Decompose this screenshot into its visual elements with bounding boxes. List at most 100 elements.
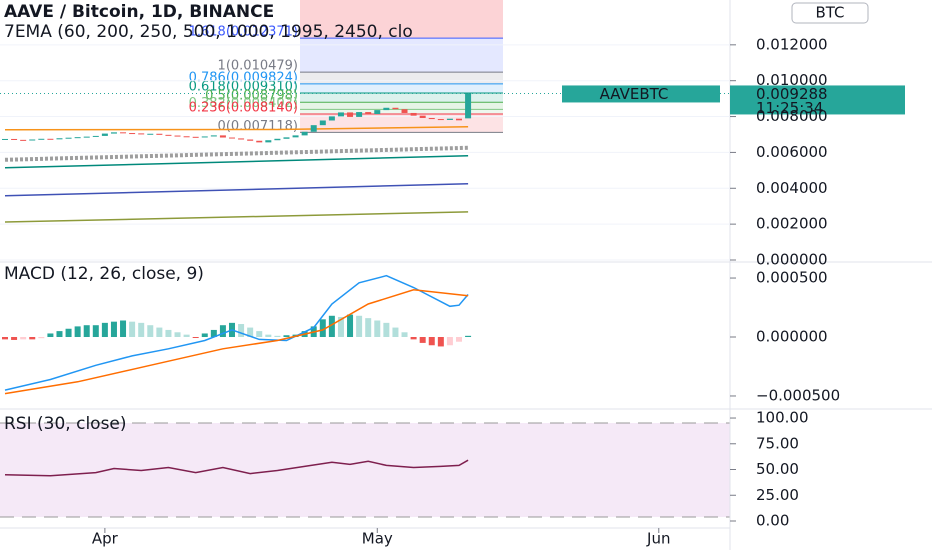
indicator-line [4, 289, 469, 395]
macd-bar [247, 327, 254, 338]
candle-body [101, 133, 108, 136]
candle-body [419, 115, 426, 118]
macd-bar [347, 314, 354, 338]
candle-body [337, 112, 344, 117]
macd-bar [83, 325, 90, 338]
y-tick-label: 75.00 [756, 434, 799, 452]
macd-bar [156, 327, 163, 338]
candle-body [2, 138, 8, 140]
candle-body [256, 140, 263, 143]
macd-bar [238, 324, 245, 338]
macd-bar [174, 332, 181, 338]
candle-body [147, 133, 154, 135]
macd-bar [210, 329, 217, 338]
y-tick-label: 0.000500 [756, 269, 828, 287]
indicator-line [4, 211, 469, 223]
macd-bar [446, 337, 453, 346]
fib-zone [300, 72, 503, 84]
candle-body [120, 132, 127, 134]
candle-body [219, 135, 226, 138]
fib-zone [300, 83, 503, 94]
macd-bar [110, 321, 117, 338]
candle-body [465, 93, 472, 119]
candle-body [437, 119, 444, 121]
macd-bar [92, 325, 99, 338]
price-label: 0.009288 [756, 85, 828, 103]
price-badge [730, 85, 905, 115]
y-tick-label: 0.000000 [756, 251, 828, 269]
y-tick-label: 0.004000 [756, 179, 828, 197]
y-tick-label: −0.000500 [756, 386, 840, 404]
candle-body [247, 139, 254, 141]
macd-bar [219, 325, 226, 338]
currency-badge[interactable] [791, 2, 869, 24]
y-tick-label: 50.00 [756, 460, 799, 478]
macd-bar [456, 337, 462, 342]
x-tick-label: May [362, 530, 393, 548]
fib-label: 0.236(0.008140) [189, 101, 298, 116]
macd-bar [56, 331, 63, 338]
candle-body [38, 138, 45, 140]
fib-label: 1.618(0.012371) [189, 25, 298, 40]
macd-bar [465, 335, 472, 338]
currency-label[interactable]: BTC [815, 4, 844, 22]
candle-body [392, 107, 399, 110]
candle-body [129, 133, 136, 135]
chart-subtitle: 7EMA (60, 200, 250, 500, 1000, 1995, 245… [4, 22, 413, 42]
candle-body [410, 112, 417, 116]
candle-body [192, 136, 199, 138]
candle-body [165, 134, 172, 136]
y-tick-label: 0.012000 [756, 35, 828, 53]
y-tick-label: 0.00 [756, 511, 789, 529]
candle-body [456, 118, 462, 121]
y-tick-label: 0.006000 [756, 143, 828, 161]
macd-bar [74, 326, 81, 338]
macd-bar [165, 329, 172, 338]
macd-bar [29, 337, 36, 340]
y-tick-label: 100.00 [756, 409, 809, 427]
macd-bar [265, 334, 272, 338]
macd-bar [374, 320, 381, 338]
candle-body [29, 139, 36, 141]
candle-body [365, 112, 372, 115]
candle-body [428, 117, 435, 120]
candle-body [174, 135, 181, 137]
macd-bar [47, 333, 54, 338]
macd-bar [401, 332, 408, 338]
macd-bar [147, 325, 154, 338]
macd-bar [183, 334, 190, 338]
candle-body [201, 136, 208, 138]
macd-bar [138, 322, 145, 338]
candle-body [210, 135, 217, 137]
indicator-line [4, 183, 469, 197]
fib-label: 0.618(0.009310) [189, 80, 298, 95]
macd-bar [428, 337, 435, 346]
macd-bar [256, 331, 263, 338]
candle-body [310, 125, 317, 132]
fib-label: 0.382(0.008402) [189, 96, 298, 111]
candle-body [56, 138, 63, 140]
indicator-line [4, 145, 469, 162]
macd-bar [283, 335, 290, 338]
macd-bar [383, 322, 390, 338]
candle-body [328, 116, 335, 121]
fib-label: 1(0.010479) [218, 59, 298, 74]
macd-bar [392, 327, 399, 338]
fib-label: 0.5(0.008798) [205, 89, 298, 104]
macd-bar [2, 337, 8, 340]
candle-body [74, 137, 81, 139]
candle-body [47, 138, 54, 140]
fib-zone [300, 93, 503, 103]
symbol-badge [562, 85, 720, 103]
fib-zone [300, 109, 503, 115]
candle-body [229, 137, 235, 139]
macd-bar [11, 337, 18, 340]
macd-bar [38, 337, 45, 339]
macd-bar [101, 322, 108, 338]
macd-bar [319, 319, 326, 338]
candle-body [446, 118, 453, 120]
x-tick-label: Jun [646, 530, 670, 548]
macd-bar [437, 337, 444, 347]
candle-body [183, 136, 190, 138]
